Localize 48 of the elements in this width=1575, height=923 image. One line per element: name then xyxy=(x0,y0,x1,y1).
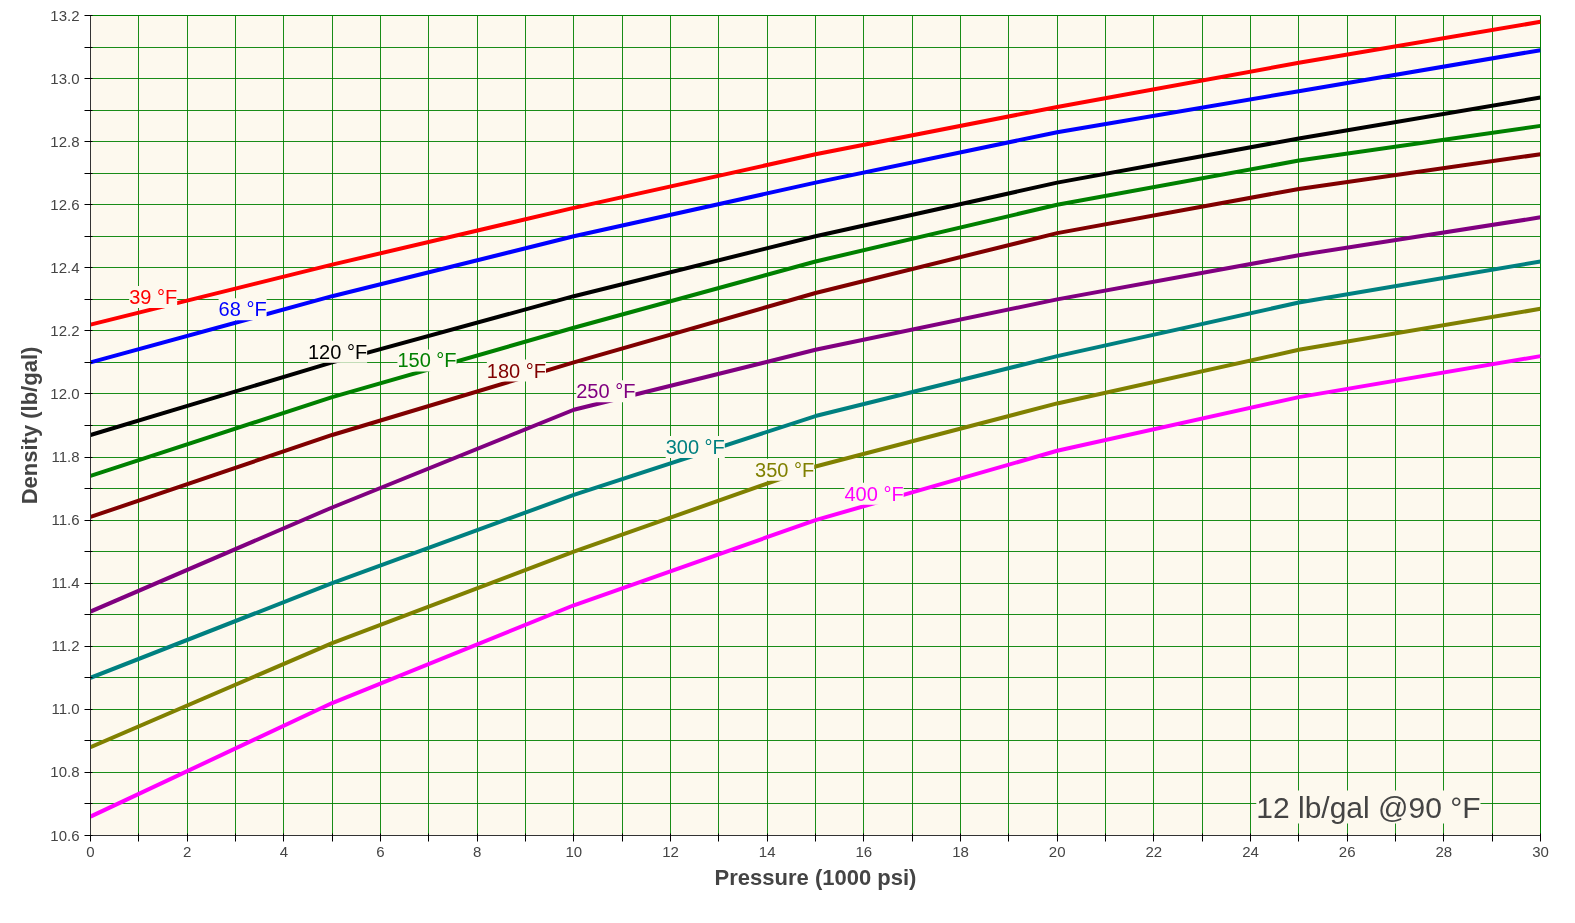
annotation: 12 lb/gal @90 °F xyxy=(1256,790,1481,824)
y-tick-label: 11.2 xyxy=(51,637,80,655)
y-axis-title: Density (lb/gal) xyxy=(17,346,43,505)
x-tick-label: 2 xyxy=(183,842,192,860)
x-tick-label: 0 xyxy=(86,842,95,860)
series-label: 250 °F xyxy=(576,380,636,403)
y-tick-label: 13.0 xyxy=(50,69,80,87)
y-tick-label: 10.6 xyxy=(50,826,80,844)
y-tick-label: 10.8 xyxy=(50,763,80,781)
y-tick-label: 11.8 xyxy=(51,448,80,466)
line-series xyxy=(90,215,1541,614)
x-tick-label: 28 xyxy=(1435,842,1453,860)
line-series xyxy=(90,95,1541,437)
series-label: 150 °F xyxy=(397,349,457,372)
series-label: 180 °F xyxy=(486,359,546,382)
line-series xyxy=(90,48,1541,365)
x-tick-label: 8 xyxy=(473,842,482,860)
y-tick-label: 12.6 xyxy=(50,195,80,213)
x-tick-label: 26 xyxy=(1338,842,1356,860)
y-tick-label: 11.0 xyxy=(51,700,80,718)
x-tick-label: 6 xyxy=(376,842,385,860)
x-tick-label: 10 xyxy=(565,842,583,860)
x-tick-label: 20 xyxy=(1048,842,1066,860)
series-label: 400 °F xyxy=(844,482,904,505)
y-tick-label: 11.4 xyxy=(51,574,80,592)
line-series xyxy=(90,19,1541,327)
x-tick-label: 12 xyxy=(662,842,679,860)
x-tick-label: 16 xyxy=(855,842,873,860)
series-label: 350 °F xyxy=(755,458,815,481)
line-series xyxy=(90,259,1541,680)
x-tick-label: 4 xyxy=(279,842,289,860)
y-tick-label: 12.0 xyxy=(50,384,80,402)
y-tick-label: 13.2 xyxy=(50,6,80,24)
series-label: 68 °F xyxy=(218,298,267,321)
series-label: 300 °F xyxy=(665,435,725,458)
x-tick-label: 24 xyxy=(1242,842,1259,860)
x-tick-label: 22 xyxy=(1145,842,1163,860)
y-tick-label: 11.6 xyxy=(51,511,80,529)
series-label: 120 °F xyxy=(308,340,368,363)
x-tick-label: 30 xyxy=(1532,842,1549,860)
x-tick-label: 14 xyxy=(758,842,776,860)
line-series xyxy=(90,152,1541,519)
series-label: 39 °F xyxy=(129,285,178,308)
y-tick-label: 12.8 xyxy=(50,132,80,150)
y-tick-label: 12.2 xyxy=(50,321,80,339)
y-tick-label: 12.4 xyxy=(50,258,80,276)
x-tick-label: 18 xyxy=(952,842,969,860)
x-axis-title: Pressure (1000 psi) xyxy=(714,864,917,890)
